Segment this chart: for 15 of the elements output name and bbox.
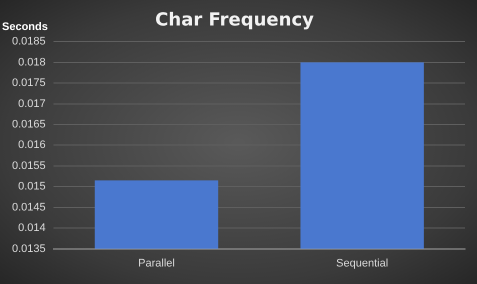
y-tick-label: 0.017 (18, 98, 46, 110)
x-tick-label: Parallel (138, 257, 175, 270)
y-tick-label: 0.0175 (12, 77, 46, 90)
y-tick-label: 0.016 (18, 139, 46, 152)
y-tick-label: 0.0145 (12, 201, 46, 214)
x-tick-label: Sequential (336, 257, 388, 270)
y-axis-title: Seconds (2, 21, 48, 34)
chart-title: Char Frequency (155, 9, 314, 30)
y-tick-label: 0.0165 (12, 118, 46, 131)
y-tick-label: 0.0155 (12, 160, 46, 172)
y-tick-label: 0.0135 (12, 242, 46, 255)
y-tick-label: 0.0185 (12, 36, 46, 48)
y-tick-label: 0.014 (18, 222, 46, 234)
y-tick-label: 0.018 (18, 56, 46, 68)
y-tick-label: 0.015 (18, 180, 46, 193)
